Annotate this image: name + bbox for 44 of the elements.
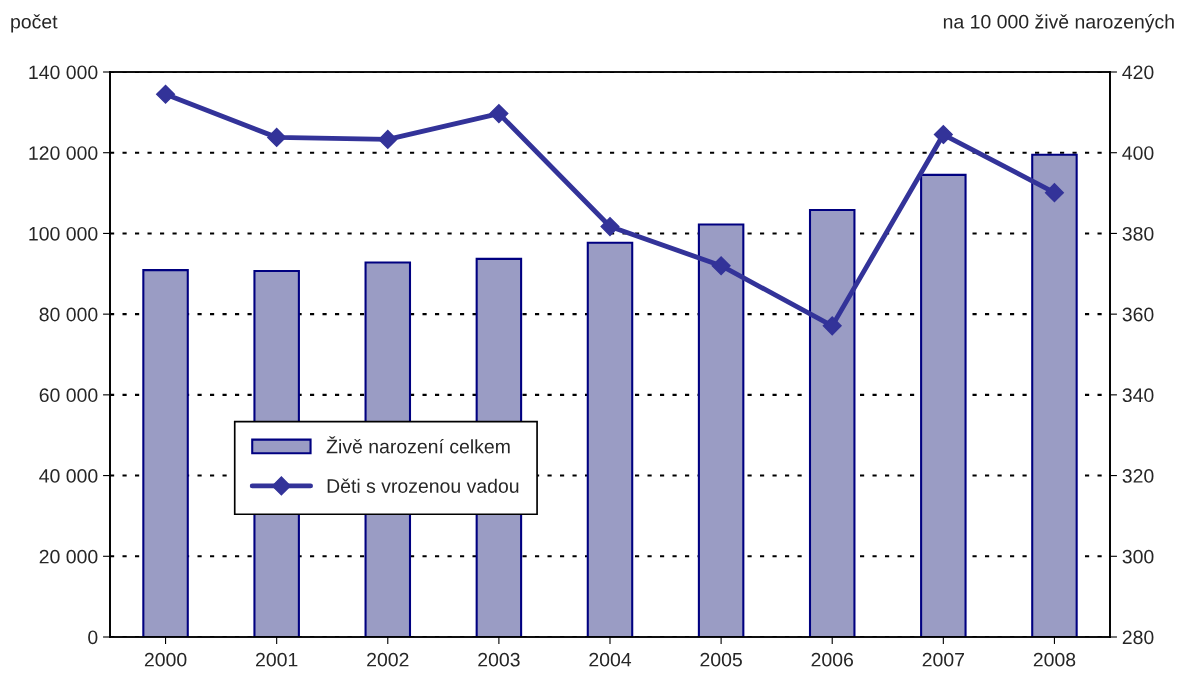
- x-tick-label: 2003: [478, 652, 520, 667]
- point: [156, 84, 176, 104]
- x-tick-label: 2001: [256, 652, 298, 667]
- bar: [920, 173, 967, 637]
- point: [711, 256, 731, 276]
- x-tick-label: 2000: [144, 652, 187, 667]
- y2-tick-label: 420: [1122, 65, 1154, 80]
- point: [822, 316, 842, 336]
- y-tick-label: 40 000: [39, 469, 98, 483]
- point: [378, 129, 398, 149]
- point: [933, 125, 953, 145]
- y-tick-label: 80 000: [39, 307, 98, 322]
- point: [489, 104, 509, 124]
- legend-label: Děti s vrozenou vadou: [327, 478, 519, 493]
- y-tick-label: 120 000: [29, 146, 98, 160]
- y-tick-label: 60 000: [39, 388, 98, 403]
- y2-tick-label: 300: [1122, 549, 1154, 564]
- point: [600, 217, 620, 237]
- y2-axis-title: na 10 000 živě narozených: [943, 14, 1174, 33]
- x-tick-label: 2008: [1033, 652, 1076, 667]
- bar: [586, 241, 634, 637]
- x-tick-label: 2002: [367, 652, 409, 667]
- bar: [808, 208, 856, 637]
- bar: [1031, 153, 1078, 637]
- point: [1044, 183, 1064, 203]
- y2-tick-label: 320: [1122, 469, 1154, 483]
- point: [267, 127, 287, 147]
- y-tick-label: 100 000: [29, 226, 98, 241]
- x-tick-label: 2004: [589, 652, 632, 667]
- y-tick-label: 20 000: [39, 549, 98, 564]
- y2-tick-label: 360: [1122, 307, 1154, 322]
- y2-tick-label: 400: [1122, 146, 1154, 160]
- y2-tick-label: 380: [1122, 226, 1154, 241]
- bar: [697, 223, 745, 637]
- y-tick-label: 0: [88, 630, 98, 645]
- x-tick-label: 2005: [700, 652, 742, 667]
- bar: [142, 269, 189, 637]
- y2-tick-label: 340: [1122, 388, 1154, 403]
- x-tick-label: 2006: [811, 652, 853, 667]
- y-axis-title: počet: [11, 14, 58, 33]
- y2-tick-label: 280: [1122, 630, 1154, 645]
- x-tick-label: 2007: [922, 652, 964, 667]
- y-tick-label: 140 000: [29, 65, 98, 80]
- legend-label: Živě narození celkem: [326, 436, 510, 454]
